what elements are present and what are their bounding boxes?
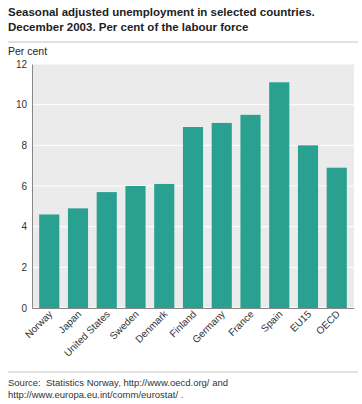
plot-background: [32, 64, 354, 308]
bar: [269, 82, 289, 308]
bar: [298, 145, 318, 308]
grid: [32, 64, 354, 308]
tick-label: Japan: [56, 308, 83, 335]
separator: [8, 42, 358, 43]
tick-label: Germany: [190, 308, 227, 345]
chart: Seasonal adjusted unemployment in select…: [0, 0, 362, 404]
tick: 2: [21, 262, 32, 273]
tick-label: Norway: [23, 308, 55, 340]
bar: [125, 186, 145, 308]
tick-label: 8: [21, 140, 27, 151]
tick: 0: [21, 303, 32, 314]
tick-label: 2: [21, 262, 27, 273]
tick: 4: [21, 221, 32, 232]
x-axis: NorwayJapanUnited StatesSwedenDenmarkFin…: [23, 308, 355, 359]
tick: 6: [21, 181, 32, 192]
separator: [8, 372, 358, 373]
title: Seasonal adjusted unemployment in select…: [8, 6, 315, 18]
tick: EU15: [288, 308, 314, 334]
bar: [240, 115, 260, 308]
tick-label: 6: [21, 181, 27, 192]
bar: [97, 192, 117, 308]
bar: [68, 208, 88, 308]
tick: Norway: [23, 308, 55, 340]
tick-label: France: [226, 308, 256, 338]
subtitle: December 2003. Per cent of the labour fo…: [8, 21, 248, 33]
bar: [39, 214, 59, 308]
tick-label: OECD: [314, 308, 342, 336]
bar: [154, 184, 174, 308]
tick: Denmark: [133, 308, 170, 345]
tick: 12: [16, 59, 32, 70]
tick-label: Denmark: [133, 308, 170, 345]
grid-line: [32, 104, 354, 105]
plot: 0 2 4 6 8 10 12 NorwayJapanUnited StatesSwedenD…: [16, 59, 355, 359]
bar: [327, 168, 347, 308]
tick: United States: [62, 308, 112, 359]
y-axis: 0 2 4 6 8 10 12: [16, 59, 33, 314]
tick: Germany: [190, 308, 227, 345]
y-axis-label: Per cent: [8, 45, 47, 57]
tick: 10: [16, 99, 32, 110]
axis-line: [33, 308, 355, 309]
tick-label: 12: [16, 59, 28, 70]
annotation: http://www.europa.eu.int/comm/eurostat/ …: [8, 389, 183, 400]
tick-label: Spain: [259, 308, 285, 334]
tick-label: United States: [62, 308, 112, 358]
tick: France: [226, 308, 256, 338]
tick: 8: [21, 140, 32, 151]
tick: Spain: [259, 308, 285, 334]
annotation: Source: Statistics Norway, http://www.oe…: [8, 377, 228, 388]
axis-line: [32, 65, 33, 309]
bar: [183, 127, 203, 308]
tick-label: 4: [21, 221, 27, 232]
bars: [39, 82, 347, 308]
tick-label: 0: [21, 303, 27, 314]
tick-label: EU15: [288, 308, 314, 334]
tick: OECD: [314, 308, 342, 337]
tick-label: 10: [16, 99, 28, 110]
tick: Japan: [56, 308, 83, 335]
bar: [212, 123, 232, 308]
grid-line: [32, 64, 354, 65]
